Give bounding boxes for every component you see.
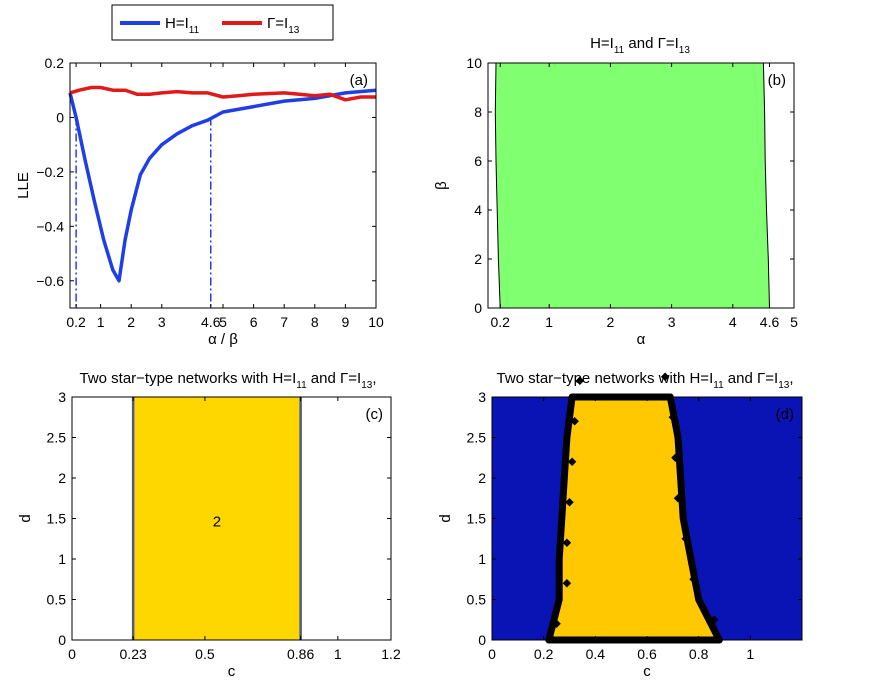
panel-d: Two star−type networks with H=I11 and Γ=… xyxy=(437,370,803,680)
series-line-red xyxy=(69,85,376,102)
y-tick-label: 0.5 xyxy=(467,592,487,608)
x-tick-label: 6 xyxy=(250,314,258,330)
x-tick-label: 2 xyxy=(607,314,615,330)
x-tick-label: 0.86 xyxy=(287,646,314,662)
x-tick-label: 0.2 xyxy=(66,314,86,330)
panel-b: H=I11 and Γ=I13 0.2 1 2 3 4 4.6 5 0 2 4 6 8 10 α β (b) xyxy=(433,35,798,348)
boundary-speck xyxy=(575,376,585,386)
x-tick-label: 9 xyxy=(342,314,350,330)
y-tick-label: 0.2 xyxy=(45,55,65,71)
x-tick-label: 4.6 xyxy=(201,314,221,330)
x-tick-label: 10 xyxy=(368,314,384,330)
panel-label: (a) xyxy=(350,72,368,89)
y-tick-label: 3 xyxy=(478,389,486,405)
panel-b-title: H=I11 and Γ=I13 xyxy=(590,35,690,56)
x-axis-label: α xyxy=(637,331,646,348)
y-tick-label: 2.5 xyxy=(467,430,487,446)
y-tick-label: 3 xyxy=(58,389,66,405)
y-tick-label: −0.6 xyxy=(36,273,64,289)
y-tick-label: 6 xyxy=(474,153,482,169)
x-tick-label: 4 xyxy=(729,314,737,330)
x-tick-label: 1 xyxy=(746,646,754,662)
boundary-speck xyxy=(562,538,572,548)
legend-label-h: H=I11 xyxy=(165,15,200,36)
x-axis-label: c xyxy=(643,663,651,680)
x-tick-label: 0.2 xyxy=(534,646,554,662)
panel-d-title: Two star−type networks with H=I11 and Γ=… xyxy=(496,370,793,391)
x-tick-label: 0.4 xyxy=(586,646,606,662)
x-tick-label: 2 xyxy=(127,314,135,330)
x-tick-label: 7 xyxy=(280,314,288,330)
boundary-speck xyxy=(570,417,579,426)
x-tick-label: 3 xyxy=(158,314,166,330)
panel-label: (b) xyxy=(768,72,786,89)
y-tick-label: 4 xyxy=(474,202,482,218)
y-tick-label: 1.5 xyxy=(467,511,487,527)
legend: H=I11 Γ=I13 xyxy=(111,4,334,41)
boundary-speck xyxy=(668,413,678,422)
y-tick-label: 1 xyxy=(478,551,486,567)
y-tick-label: 0.5 xyxy=(47,592,67,608)
plot-area xyxy=(70,63,376,308)
y-tick-label: 0 xyxy=(478,632,486,648)
y-axis-label: d xyxy=(437,514,454,522)
panel-label: (c) xyxy=(366,406,384,423)
boundary-speck xyxy=(567,457,577,467)
x-tick-label: 8 xyxy=(311,314,319,330)
x-tick-label: 5 xyxy=(790,314,798,330)
panel-c-title: Two star−type networks with H=I11 and Γ=… xyxy=(79,370,376,391)
x-tick-label: 1 xyxy=(97,314,105,330)
x-tick-label: 0 xyxy=(488,646,496,662)
y-axis-label: LLE xyxy=(15,172,32,199)
x-axis-label: α / β xyxy=(208,331,238,348)
boundary-speck xyxy=(565,498,574,507)
boundary-speck xyxy=(660,372,670,381)
y-tick-label: 0 xyxy=(58,632,66,648)
x-axis-label: c xyxy=(228,663,236,680)
x-tick-label: 1 xyxy=(334,646,342,662)
x-tick-label: 0.5 xyxy=(195,646,215,662)
y-axis-label: d xyxy=(17,514,34,522)
panel-label: (d) xyxy=(776,406,794,423)
panel-c: Two star−type networks with H=I11 and Γ=… xyxy=(17,370,401,680)
series-line-blue xyxy=(68,88,377,283)
x-tick-label: 0.6 xyxy=(637,646,657,662)
boundary-speck xyxy=(709,615,719,624)
y-tick-label: 0 xyxy=(56,109,64,125)
x-tick-label: 4.6 xyxy=(760,314,780,330)
y-tick-label: 0 xyxy=(474,300,482,316)
y-tick-label: −0.2 xyxy=(36,164,64,180)
boundary-speck xyxy=(552,619,561,629)
x-tick-label: 1.2 xyxy=(381,646,401,662)
stable-region xyxy=(494,62,771,309)
y-axis-label: β xyxy=(433,181,450,190)
region-label: 2 xyxy=(213,514,221,531)
stable-region xyxy=(133,397,301,640)
x-tick-label: 0.2 xyxy=(491,314,511,330)
y-tick-label: −0.4 xyxy=(36,218,64,234)
y-tick-label: 2 xyxy=(478,470,486,486)
boundary-speck xyxy=(673,494,683,503)
x-tick-label: 0.8 xyxy=(689,646,709,662)
boundary-speck xyxy=(689,575,698,584)
y-tick-label: 1 xyxy=(58,551,66,567)
panel-a: 0.2 1 2 3 4.65 6 7 8 9 10 0.2 0 −0.2 −0.4 −0.6 α / β LLE… xyxy=(15,55,384,348)
x-tick-label: 0 xyxy=(68,646,76,662)
x-tick-label: 0.23 xyxy=(120,646,147,662)
panel-b-frame xyxy=(487,62,795,309)
y-tick-label: 2 xyxy=(58,470,66,486)
y-tick-label: 2 xyxy=(474,251,482,267)
y-tick-label: 2.5 xyxy=(47,430,67,446)
legend-label-gamma: Γ=I13 xyxy=(267,15,300,36)
boundary-speck xyxy=(671,453,680,462)
x-tick-label: 5 xyxy=(219,314,227,330)
x-tick-label: 3 xyxy=(668,314,676,330)
boundary-speck xyxy=(681,534,690,543)
y-tick-label: 10 xyxy=(466,55,482,71)
boundary-speck xyxy=(562,579,572,588)
x-tick-label: 1 xyxy=(545,314,553,330)
y-tick-label: 8 xyxy=(474,104,482,120)
y-tick-label: 1.5 xyxy=(47,511,67,527)
